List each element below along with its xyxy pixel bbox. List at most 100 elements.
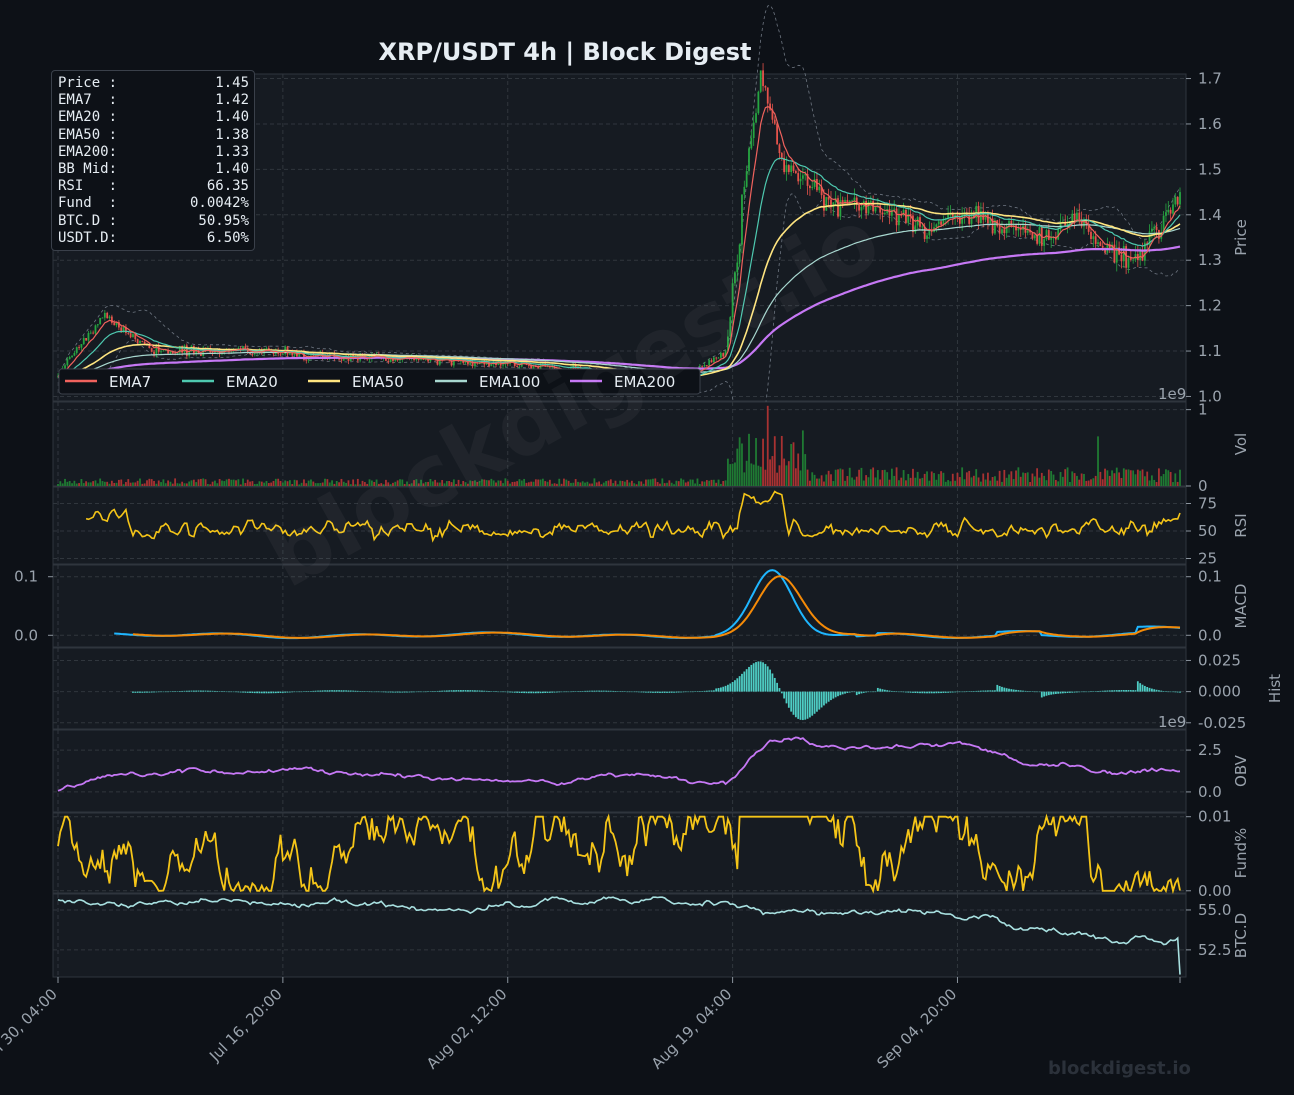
histogram-bar (963, 691, 966, 693)
candle-body (1071, 213, 1074, 222)
candle-body (96, 324, 99, 326)
histogram-bar (429, 691, 432, 692)
y-tick-label: 2.5 (1198, 741, 1222, 759)
candle-body (490, 364, 493, 367)
volume-bar (909, 477, 912, 486)
candle-body (792, 165, 795, 171)
histogram-bar (607, 690, 610, 692)
histogram-bar (652, 691, 654, 693)
volume-bar (698, 483, 701, 486)
histogram-bar (328, 690, 331, 692)
histogram-bar (1073, 691, 1076, 693)
volume-bar (600, 484, 603, 486)
histogram-bar (832, 691, 835, 699)
volume-bar (630, 480, 633, 486)
histogram-bar (816, 691, 818, 712)
y-tick-label: 1.2 (1198, 297, 1222, 315)
histogram-bar (787, 691, 790, 708)
candle-body (741, 194, 743, 245)
histogram-bar (881, 689, 884, 692)
candle-body (1087, 223, 1090, 232)
volume-bar (544, 481, 547, 486)
histogram-bar (862, 691, 865, 693)
histogram-bar (1017, 690, 1020, 692)
candle-body (841, 200, 844, 205)
volume-bar (1085, 480, 1088, 486)
histogram-bar (462, 690, 465, 692)
histogram-bar (1134, 690, 1137, 692)
histogram-bar (947, 691, 950, 693)
histogram-bar (249, 691, 251, 693)
volume-bar (434, 479, 437, 486)
volume-bar (813, 474, 816, 486)
volume-bar (794, 468, 797, 486)
histogram-bar (207, 690, 209, 692)
y-tick-label: 50 (1198, 522, 1217, 540)
info-value: 1.33 (215, 143, 249, 160)
histogram-bar (565, 691, 568, 693)
volume-bar (356, 478, 359, 486)
candle-body (722, 353, 725, 357)
histogram-bar (303, 691, 305, 692)
volume-bar (1118, 472, 1120, 486)
volume-bar (436, 482, 439, 486)
volume-bar (1008, 474, 1010, 486)
candle-body (1169, 209, 1172, 214)
volume-bar (202, 478, 205, 486)
volume-bar (581, 481, 584, 486)
candle-body (1141, 251, 1144, 261)
histogram-bar (921, 691, 924, 694)
histogram-bar (638, 691, 640, 693)
volume-bar (101, 481, 104, 486)
histogram-bar (860, 691, 863, 694)
histogram-bar (1003, 687, 1006, 692)
candle-body (839, 200, 842, 217)
histogram-bar (825, 691, 828, 704)
histogram-bar (593, 690, 596, 692)
volume-bar (443, 483, 446, 486)
candle-body (342, 358, 345, 361)
volume-bar (652, 478, 654, 486)
histogram-bar (155, 691, 158, 693)
candle-body (1005, 225, 1008, 234)
volume-bar (188, 481, 191, 486)
histogram-bar (251, 691, 254, 694)
volume-bar (816, 478, 818, 486)
volume-bar (563, 478, 565, 486)
volume-bar (249, 481, 251, 486)
candle-body (818, 186, 821, 191)
volume-bar (459, 484, 462, 486)
axis-offset-label: 1e9 (1158, 713, 1186, 731)
volume-bar (73, 480, 76, 486)
candle-body (813, 178, 816, 187)
histogram-bar (1022, 690, 1024, 692)
histogram-bar (1024, 690, 1027, 692)
histogram-bar (996, 684, 999, 692)
info-label: Fund : (58, 195, 118, 212)
histogram-bar (633, 691, 636, 693)
histogram-bar (214, 690, 216, 692)
volume-bar (298, 484, 301, 486)
candle-body (1150, 228, 1153, 232)
volume-bar (1165, 469, 1167, 486)
candle-body (169, 351, 172, 354)
candle-body (759, 70, 762, 92)
histogram-bar (488, 691, 490, 692)
volume-bar (1127, 469, 1130, 486)
volume-bar (820, 475, 823, 486)
volume-bar (71, 483, 73, 486)
volume-bar (834, 469, 837, 486)
volume-bar (750, 463, 753, 486)
panel-background (52, 729, 1187, 813)
volume-bar (511, 481, 514, 486)
candle-body (1047, 230, 1050, 240)
volume-bar (57, 483, 59, 486)
histogram-bar (160, 691, 162, 693)
histogram-bar (378, 691, 380, 693)
volume-bar (237, 479, 240, 486)
histogram-bar (188, 690, 191, 692)
histogram-bar (516, 691, 519, 693)
histogram-bar (415, 691, 418, 693)
volume-bar (1043, 475, 1046, 486)
volume-bar (860, 467, 863, 486)
